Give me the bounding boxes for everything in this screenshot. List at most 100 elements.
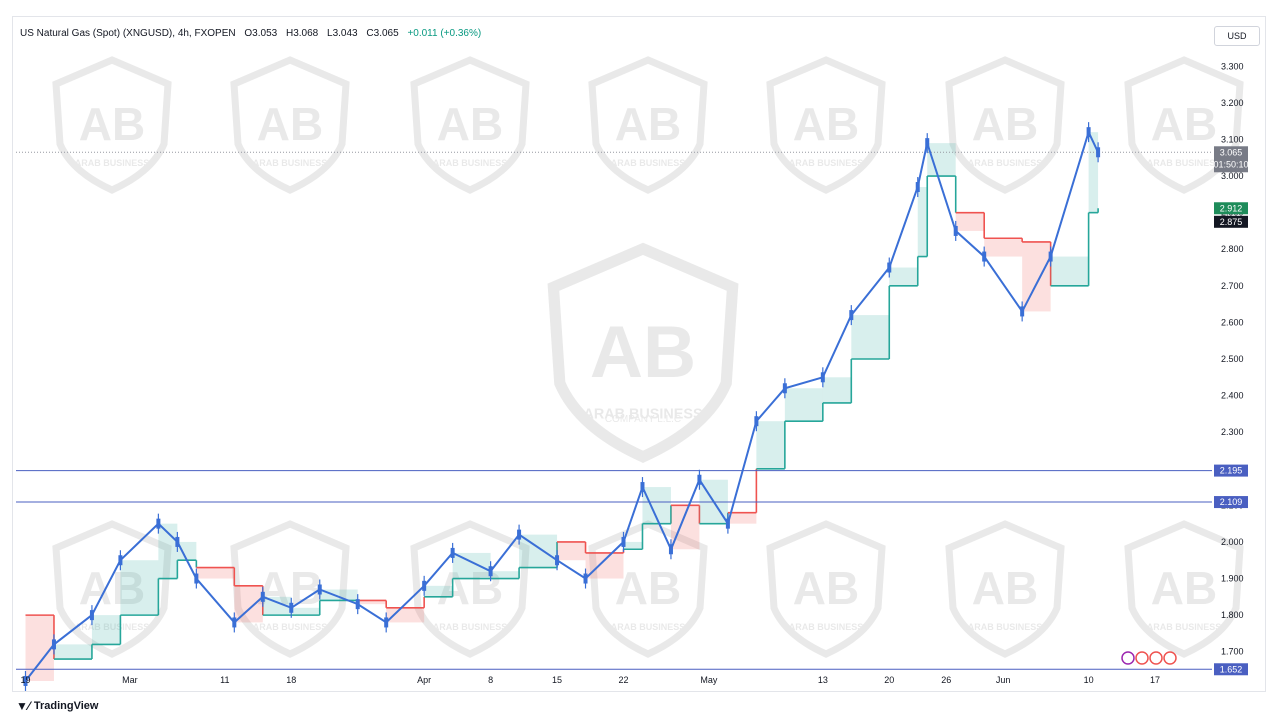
price-point [887,262,892,273]
stop-fill-segment [53,644,92,660]
watermark-shield-icon [588,520,708,658]
price-point [194,573,199,584]
axis-price-label: 1.652 [1220,664,1243,674]
watermark-7: AB ARAB BUSINESS [52,520,172,658]
price-point [232,617,237,628]
price-point [697,474,702,485]
stop-fill-segment [955,212,985,231]
y-tick-label: 3.100 [1221,134,1244,144]
watermark-monogram: AB [79,98,145,150]
axis-price-label: 2.109 [1220,497,1243,507]
price-point [384,617,389,628]
price-point [925,138,930,149]
price-point [175,536,180,547]
watermark-11: AB ARAB BUSINESS [766,520,886,658]
watermark-shield-icon [766,520,886,658]
price-point [820,372,825,383]
axis-price-label-bg [1214,215,1248,228]
y-tick-label: 2.000 [1221,537,1244,547]
stop-fill-segment [452,552,491,579]
currency-selector[interactable]: USD [1214,26,1260,46]
watermark-3: AB ARAB BUSINESS [588,56,708,194]
axis-price-label: 3.065 [1220,147,1243,157]
y-tick-label: 2.800 [1221,244,1244,254]
ohlc-low: L3.043 [327,28,358,39]
watermark-monogram: AB [1151,562,1217,614]
price-point [754,416,759,427]
y-tick-label: 3.300 [1221,61,1244,71]
footer: ▼⁄ TradingView [16,699,98,713]
watermark-subtitle: COMPANY L.L.C [605,414,681,425]
watermark-monogram: AB [590,310,696,393]
price-point [422,580,427,591]
stop-fill-segment [784,388,823,422]
watermark-name: ARAB BUSINESS [253,158,328,168]
watermark-monogram: AB [972,98,1038,150]
x-tick-label: 15 [552,675,562,685]
price-point [156,518,161,529]
stop-fill-segment [917,187,928,257]
watermark-name: ARAB BUSINESS [433,622,508,632]
ohlc-high: H3.068 [286,28,319,39]
x-tick-label: 20 [884,675,894,685]
stop-fill-segment [424,585,453,597]
stop-fill-segment [623,541,643,550]
axis-price-label: 2.875 [1220,217,1243,227]
x-tick-label: Apr [417,675,431,685]
axis-price-label-bg [1214,146,1248,173]
ohlc-open: O3.053 [244,28,278,39]
price-point [725,518,730,529]
y-tick-label: 2.700 [1221,281,1244,291]
stop-fill-segment [984,238,1023,257]
tradingview-logo-icon: ▼⁄ [16,699,30,713]
stop-fill-segment [234,585,263,623]
chart-header: US Natural Gas (Spot) (XNGUSD), 4h, FXOP… [20,28,487,39]
y-tick-label: 3.200 [1221,98,1244,108]
watermark-name: ARAB BUSINESS [789,158,864,168]
watermark-5: AB ARAB BUSINESS [945,56,1065,194]
price-point [23,675,28,686]
watermark-shield-icon [52,520,172,658]
stop-fill-segment [262,596,292,616]
price-point [1096,147,1101,158]
watermark-name: ARAB BUSINESS [968,158,1043,168]
chart-frame [12,16,1266,692]
stop-fill-segment [1088,132,1099,213]
axis-price-label-bg [1214,663,1248,676]
symbol-title[interactable]: US Natural Gas (Spot) (XNGUSD), 4h, FXOP… [20,28,236,39]
stop-fill-segment [889,267,918,286]
price-point [915,182,920,193]
tradingview-brand[interactable]: TradingView [33,700,99,712]
stop-fill-segment [851,315,890,359]
stop-fill-segment [490,571,520,579]
price-point [1048,251,1053,262]
axis-price-label-bg [1214,202,1248,215]
ohlc-close: C3.065 [366,28,399,39]
price-point [317,584,322,595]
x-tick-label: 18 [286,675,296,685]
price-point [355,599,360,610]
price-point [450,547,455,558]
watermark-10: AB ARAB BUSINESS [588,520,708,658]
stop-fill-segment [1050,256,1089,286]
price-point [1086,127,1091,138]
price-point [621,536,626,547]
x-tick-label: 17 [1150,675,1160,685]
watermark-monogram: AB [1151,98,1217,150]
watermark-4: AB ARAB BUSINESS [766,56,886,194]
price-point [289,602,294,613]
price-point [782,383,787,394]
price-point [583,573,588,584]
watermark-monogram: AB [793,562,859,614]
watermark-monogram: AB [972,562,1038,614]
stop-fill-segment [177,541,197,561]
watermark-0: AB ARAB BUSINESS [52,56,172,194]
watermark-shield-icon [1124,520,1244,658]
watermark-2: AB ARAB BUSINESS [410,56,530,194]
watermark-name: ARAB BUSINESS [583,406,703,422]
price-point [849,310,854,321]
price-point [488,566,493,577]
price-point [555,555,560,566]
stop-fill-segment [519,534,558,568]
